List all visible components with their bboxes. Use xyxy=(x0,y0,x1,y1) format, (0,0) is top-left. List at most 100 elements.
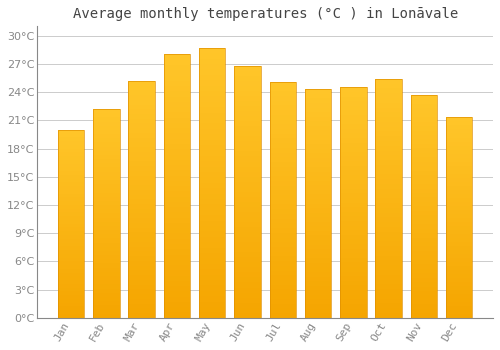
Bar xyxy=(58,310,84,314)
Bar xyxy=(199,296,226,302)
Bar xyxy=(58,137,84,141)
Bar xyxy=(410,104,437,108)
Bar xyxy=(376,155,402,160)
Bar xyxy=(234,146,260,152)
Bar xyxy=(58,254,84,258)
Bar xyxy=(376,289,402,294)
Bar xyxy=(340,203,366,207)
Bar xyxy=(410,246,437,251)
Bar xyxy=(376,93,402,98)
Bar xyxy=(164,286,190,292)
Bar xyxy=(340,115,366,120)
Bar xyxy=(410,251,437,256)
Bar xyxy=(58,209,84,212)
Bar xyxy=(376,127,402,132)
Bar xyxy=(58,269,84,273)
Bar xyxy=(270,261,296,266)
Bar xyxy=(164,55,190,60)
Bar xyxy=(340,295,366,299)
Bar xyxy=(376,184,402,189)
Bar xyxy=(234,282,260,287)
Bar xyxy=(446,133,472,138)
Bar xyxy=(93,142,120,147)
Bar xyxy=(270,119,296,124)
Bar xyxy=(128,199,155,204)
Bar xyxy=(128,138,155,142)
Bar xyxy=(376,79,402,84)
Bar xyxy=(199,307,226,312)
Bar xyxy=(58,261,84,265)
Bar xyxy=(270,82,296,318)
Bar xyxy=(376,112,402,117)
Bar xyxy=(128,242,155,247)
Bar xyxy=(58,220,84,224)
Bar xyxy=(58,307,84,310)
Bar xyxy=(234,71,260,76)
Bar xyxy=(410,273,437,278)
Bar xyxy=(93,109,120,318)
Bar xyxy=(446,262,472,266)
Bar xyxy=(93,222,120,226)
Bar xyxy=(340,313,366,318)
Bar xyxy=(93,243,120,247)
Bar xyxy=(234,257,260,262)
Bar xyxy=(128,256,155,261)
Bar xyxy=(376,103,402,107)
Bar xyxy=(270,138,296,143)
Bar xyxy=(93,251,120,255)
Bar xyxy=(234,141,260,146)
Bar xyxy=(128,285,155,289)
Bar xyxy=(305,167,332,172)
Bar xyxy=(270,252,296,257)
Bar xyxy=(376,146,402,150)
Bar xyxy=(270,129,296,134)
Bar xyxy=(305,281,332,286)
Bar xyxy=(446,306,472,310)
Bar xyxy=(376,160,402,165)
Bar xyxy=(446,202,472,205)
Bar xyxy=(340,272,366,276)
Bar xyxy=(199,264,226,269)
Bar xyxy=(234,293,260,297)
Bar xyxy=(270,299,296,303)
Bar xyxy=(340,262,366,267)
Bar xyxy=(446,298,472,302)
Bar xyxy=(376,203,402,208)
Bar xyxy=(234,237,260,242)
Bar xyxy=(305,144,332,149)
Bar xyxy=(128,204,155,209)
Bar xyxy=(340,239,366,244)
Bar xyxy=(128,289,155,294)
Bar xyxy=(234,91,260,96)
Bar xyxy=(93,176,120,180)
Bar xyxy=(164,97,190,102)
Bar xyxy=(234,232,260,237)
Bar xyxy=(340,198,366,203)
Bar xyxy=(234,252,260,257)
Bar xyxy=(376,284,402,289)
Bar xyxy=(410,229,437,233)
Bar xyxy=(93,163,120,167)
Bar xyxy=(270,157,296,162)
Bar xyxy=(410,295,437,300)
Bar xyxy=(58,167,84,171)
Bar xyxy=(270,190,296,195)
Bar xyxy=(199,64,226,70)
Bar xyxy=(270,96,296,101)
Bar xyxy=(446,177,472,182)
Bar xyxy=(340,226,366,230)
Bar xyxy=(340,133,366,138)
Bar xyxy=(93,309,120,314)
Bar xyxy=(128,124,155,128)
Bar xyxy=(234,96,260,101)
Bar xyxy=(446,266,472,270)
Bar xyxy=(270,115,296,119)
Bar xyxy=(446,190,472,194)
Bar xyxy=(270,313,296,318)
Bar xyxy=(234,272,260,278)
Bar xyxy=(93,214,120,218)
Bar xyxy=(234,66,260,71)
Bar xyxy=(340,216,366,221)
Bar xyxy=(93,126,120,130)
Bar xyxy=(340,281,366,286)
